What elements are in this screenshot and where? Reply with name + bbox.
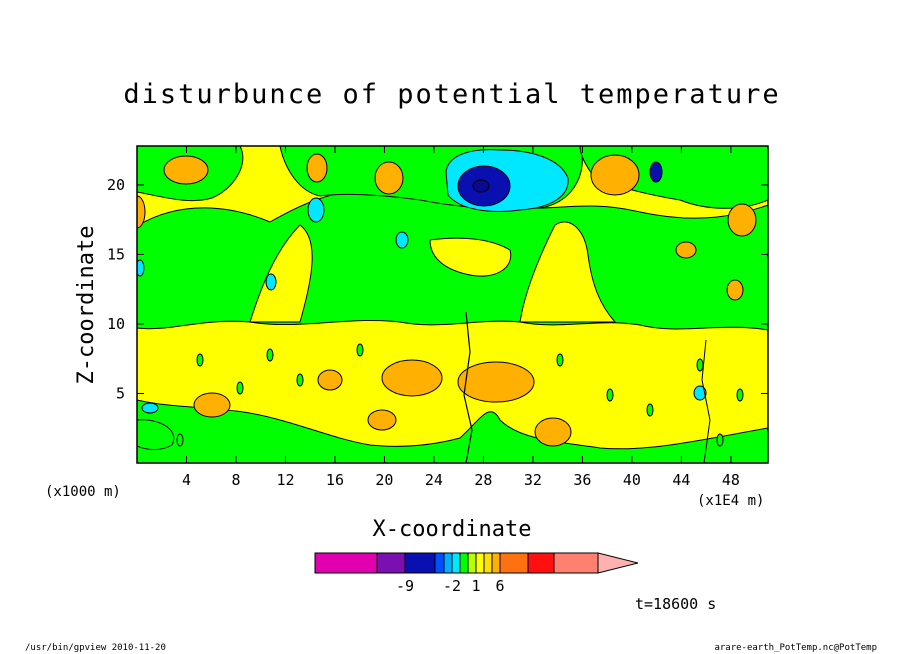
colorbar-tick-label: 1: [471, 577, 480, 595]
region-cyan-blob: [141, 402, 159, 414]
x-tick-label: 4: [182, 471, 191, 489]
region-green-speck: [716, 433, 724, 447]
region-yellow-plume-left: [249, 224, 313, 323]
colorbar-segment: [553, 552, 599, 574]
x-tick-label: 20: [375, 471, 393, 489]
colorbar-arrow: [597, 552, 639, 574]
region-green-speck: [646, 403, 654, 417]
contour-vertical-feature: [701, 339, 711, 463]
region-orange-blob: [367, 409, 397, 431]
region-orange-blob: [726, 279, 744, 301]
plot-frame: [136, 145, 769, 464]
region-orange-blob: [193, 392, 231, 418]
colorbar-segment: [475, 552, 485, 574]
colorbar-tick-label: -9: [396, 577, 414, 595]
contour-vertical-feature: [463, 311, 473, 463]
x-axis-label: X-coordinate: [373, 517, 532, 542]
y-tick-label: 5: [116, 384, 125, 402]
chart-title: disturbunce of potential temperature: [123, 79, 780, 110]
x-tick-label: 24: [425, 471, 443, 489]
colorbar-tick-label: 6: [495, 577, 504, 595]
region-orange-blob: [381, 359, 443, 397]
y-unit-label: (x1000 m): [45, 484, 121, 500]
x-tick-label: 28: [474, 471, 492, 489]
colorbar-segment: [459, 552, 469, 574]
footer-right: arare-earth_PotTemp.nc@PotTemp: [714, 643, 877, 653]
contour-field: [137, 146, 768, 463]
colorbar-segment: [527, 552, 555, 574]
x-tick-label: 48: [722, 471, 740, 489]
colorbar-segment: [443, 552, 453, 574]
region-green-bottom: [137, 399, 768, 463]
colorbar-segment: [314, 552, 378, 574]
region-green-speck: [606, 388, 614, 402]
colorbar: -9 -2 1 6: [314, 552, 639, 595]
region-orange-blob: [317, 369, 343, 391]
y-axis: 5 10 15 20: [107, 176, 768, 402]
region-yellow-plume-right: [519, 221, 617, 323]
colorbar-segment: [467, 552, 477, 574]
colorbar-segment: [483, 552, 493, 574]
x-tick-label: 32: [524, 471, 542, 489]
region-blue-inner: [472, 179, 490, 193]
region-orange-blob: [534, 417, 572, 447]
region-cyan-blob: [693, 385, 707, 401]
region-green-speck: [196, 353, 204, 367]
region-green-speck: [696, 358, 704, 372]
region-cyan-blob: [265, 273, 277, 291]
colorbar-segment: [404, 552, 436, 574]
x-tick-label: 36: [573, 471, 591, 489]
region-cyan-blob: [307, 197, 325, 223]
region-green-speck: [266, 348, 274, 362]
colorbar-tick-label: -2: [443, 577, 461, 595]
region-orange-blob: [374, 161, 404, 195]
colorbar-segment: [376, 552, 406, 574]
colorbar-segment: [491, 552, 501, 574]
region-green-speck: [556, 353, 564, 367]
region-green-speck: [176, 433, 184, 447]
region-green-speck: [356, 343, 364, 357]
region-green-speck: [236, 381, 244, 395]
region-green-bottom-left: [137, 419, 175, 451]
region-cyan-blob: [137, 259, 145, 277]
colorbar-segment: [434, 552, 445, 574]
y-axis-label: Z-coordinate: [74, 226, 99, 385]
y-tick-label: 20: [107, 176, 125, 194]
region-orange-blob: [457, 361, 535, 403]
region-orange-blob: [306, 153, 328, 183]
y-tick-label: 10: [107, 315, 125, 333]
x-tick-label: 40: [623, 471, 641, 489]
x-tick-label: 8: [231, 471, 240, 489]
region-green-speck: [296, 373, 304, 387]
x-tick-label: 12: [276, 471, 294, 489]
region-green-speck: [736, 388, 744, 402]
region-yellow-plume-mid: [429, 237, 512, 277]
region-orange-blob: [163, 155, 209, 185]
x-tick-label: 44: [672, 471, 690, 489]
x-axis: 4 8 12 16 20 24 28 32 36 40 44 48: [182, 146, 740, 489]
footer-left: /usr/bin/gpview 2010-11-20: [25, 643, 166, 653]
colorbar-segment: [451, 552, 461, 574]
time-label: t=18600 s: [635, 595, 716, 613]
region-orange-blob: [727, 203, 757, 237]
y-tick-label: 15: [107, 245, 125, 263]
region-orange-blob: [137, 195, 146, 229]
region-orange-blob: [590, 154, 640, 196]
region-cyan-blob: [395, 231, 409, 249]
region-blue-small: [649, 161, 663, 183]
colorbar-segment: [499, 552, 529, 574]
x-unit-label: (x1E4 m): [697, 493, 764, 509]
x-tick-label: 16: [326, 471, 344, 489]
region-orange-blob: [675, 241, 697, 259]
